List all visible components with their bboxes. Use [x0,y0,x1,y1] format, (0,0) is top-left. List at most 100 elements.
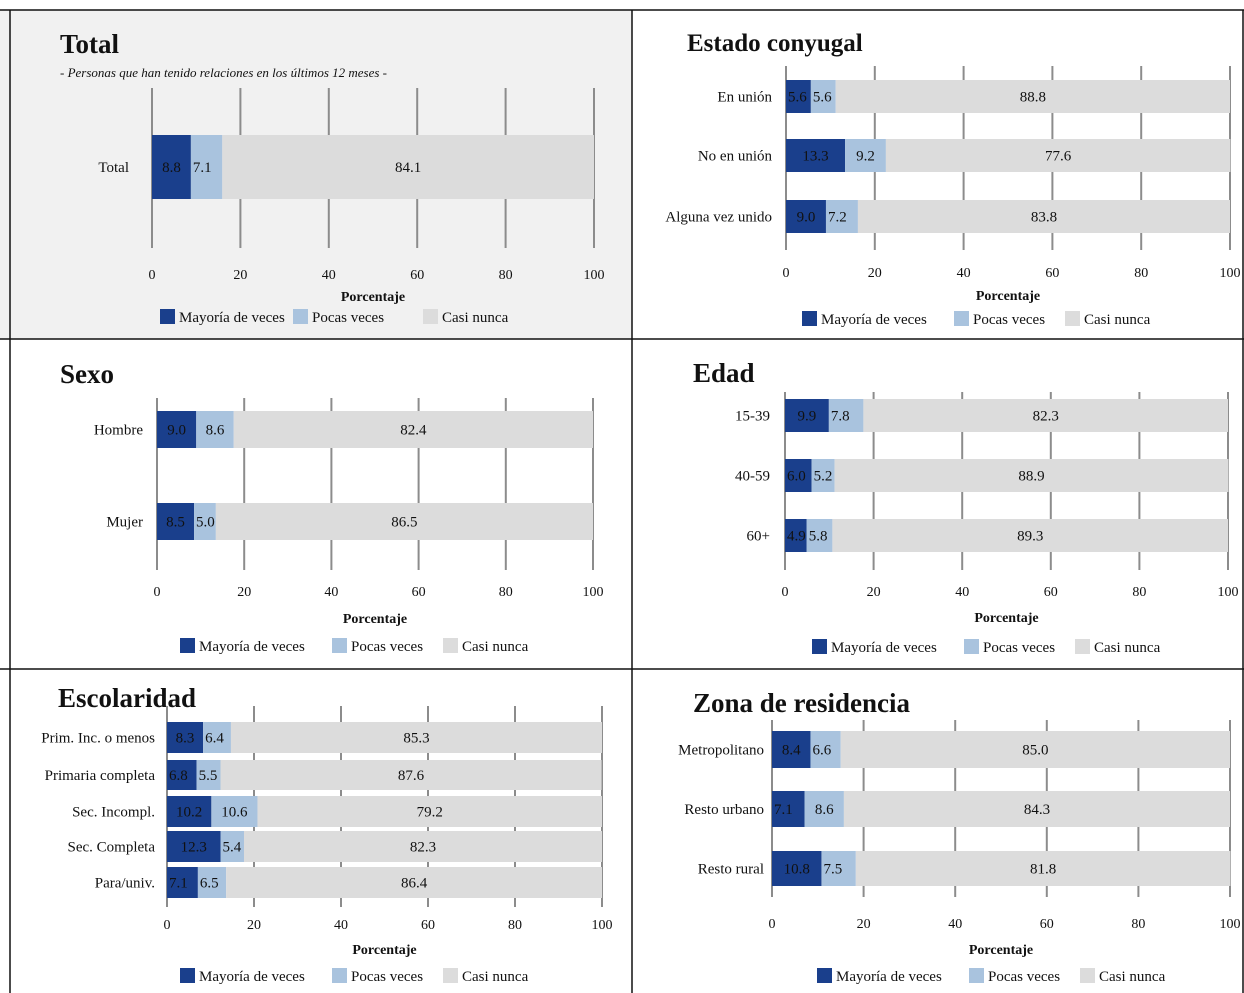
panel-estado-conyugal: Estado conyugal 5.6 5.6 88.8 En unión 13.3 9.2… [632,10,1244,339]
bar-segment-casi [843,791,1230,827]
bar-segment-casi [834,459,1229,492]
legend-label: Pocas veces [351,969,423,985]
data-label-pocas: 7.1 [193,160,212,176]
category-label: Resto rural [698,862,764,878]
bar-segment-pocas [203,722,231,753]
data-label-casi: 84.3 [1024,802,1050,818]
legend-swatch-mayoria [812,639,827,654]
legend-item-casi: Casi nunca [443,638,529,655]
data-label-casi: 81.8 [1030,862,1056,878]
data-label-mayoria: 5.6 [788,90,807,106]
bar-row: 9.0 7.2 83.8 Alguna vez unido [665,200,1230,233]
data-label-mayoria: 12.3 [181,840,207,856]
legend-swatch-pocas [954,311,969,326]
x-tick-label: 0 [149,268,156,283]
legend: Mayoría de veces Pocas veces Casi nunca [180,968,529,985]
category-label: Resto urbano [684,802,764,818]
bar-segment-pocas [821,851,856,886]
legend-swatch-pocas [964,639,979,654]
x-tick-label: 60 [1045,266,1059,281]
bar-segment-pocas [810,731,841,768]
x-tick-label: 80 [508,918,522,933]
legend-item-pocas: Pocas veces [332,968,423,985]
legend-label: Mayoría de veces [836,969,942,985]
x-tick-label: 60 [410,268,424,283]
bar-segment-casi [233,411,593,448]
data-label-pocas: 5.4 [223,840,242,856]
data-label-mayoria: 10.2 [176,805,202,821]
x-tick-label: 0 [164,918,171,933]
bar-segment-casi [243,831,602,862]
data-label-casi: 85.0 [1022,743,1048,759]
legend-label: Casi nunca [462,969,529,985]
bar-row: 6.0 5.2 88.9 40-59 [735,459,1229,492]
panel-separators [0,9,1244,993]
bar-segment-mayoria [786,139,846,172]
data-label-casi: 85.3 [403,731,429,747]
bar-segment-casi [257,796,602,827]
category-label: Para/univ. [95,876,155,892]
legend-label: Pocas veces [973,312,1045,328]
legend-item-mayoria: Mayoría de veces [812,639,937,656]
bar-segment-pocas [194,503,216,540]
panel-title: Estado conyugal [687,30,863,57]
bar-row: 8.4 6.6 85.0 Metropolitano [678,731,1230,768]
x-tick-label: 100 [592,918,613,933]
legend-swatch-mayoria [817,968,832,983]
bar-segment-pocas [810,80,836,113]
category-label: Sec. Incompl. [72,805,155,821]
bar-segment-mayoria [167,867,198,898]
category-label: Primaria completa [45,768,156,784]
bar-segment-mayoria [167,796,212,827]
data-label-mayoria: 9.0 [167,423,186,439]
bar-row: 5.6 5.6 88.8 En unión [717,80,1230,113]
bar-segment-pocas [197,867,227,898]
legend-item-pocas: Pocas veces [293,309,384,326]
x-axis-title: Porcentaje [974,611,1038,626]
panel-title: Edad [693,358,755,388]
legend-item-pocas: Pocas veces [332,638,423,655]
category-label: Total [98,160,129,176]
x-tick-label: 100 [583,585,604,600]
legend-swatch-mayoria [160,309,175,324]
data-label-mayoria: 6.0 [787,469,806,485]
legend-item-mayoria: Mayoría de veces [802,311,927,328]
panel-edad: Edad 9.9 7.8 82.3 15-39 6.0 5.2 88.9 40-59 4.9 5.8… [632,339,1244,669]
data-label-pocas: 8.6 [815,802,834,818]
category-label: 15-39 [735,409,770,425]
bar-row: 7.1 6.5 86.4 Para/univ. [95,867,602,898]
x-tick-label: 20 [233,268,247,283]
category-label: Metropolitano [678,743,764,759]
data-label-mayoria: 13.3 [802,149,828,165]
panel-background [632,10,1244,339]
legend-label: Pocas veces [988,969,1060,985]
panel-zona-residencia: Zona de residencia 8.4 6.6 85.0 Metropolitan… [632,669,1244,993]
legend-item-mayoria: Mayoría de veces [180,968,305,985]
x-tick-label: 40 [957,266,971,281]
bar-segment-casi [230,722,602,753]
bar-segment-casi [863,399,1228,432]
bar-segment-pocas [190,135,223,199]
bar-row: 7.1 8.6 84.3 Resto urbano [684,791,1230,827]
bar-segment-mayoria [167,760,197,790]
bar-segment-mayoria [785,519,807,552]
x-tick-label: 60 [1044,585,1058,600]
bar-segment-pocas [804,791,844,827]
data-label-mayoria: 8.3 [176,731,195,747]
data-label-casi: 79.2 [417,805,443,821]
bar-segment-casi [885,139,1231,172]
bar-segment-mayoria [772,851,822,886]
panel-total: Total - Personas que han tenido relacione… [0,10,632,339]
legend-item-casi: Casi nunca [1075,639,1161,656]
x-tick-label: 0 [783,266,790,281]
data-label-pocas: 5.0 [196,515,215,531]
bar-segment-mayoria [786,80,811,113]
x-tick-label: 20 [237,585,251,600]
legend: Mayoría de veces Pocas veces Casi nunca [817,968,1166,985]
data-label-casi: 87.6 [398,768,425,784]
data-label-mayoria: 8.5 [166,515,185,531]
legend-swatch-casi [1065,311,1080,326]
data-label-pocas: 9.2 [856,149,875,165]
x-tick-label: 40 [322,268,336,283]
bar-segment-casi [226,867,602,898]
